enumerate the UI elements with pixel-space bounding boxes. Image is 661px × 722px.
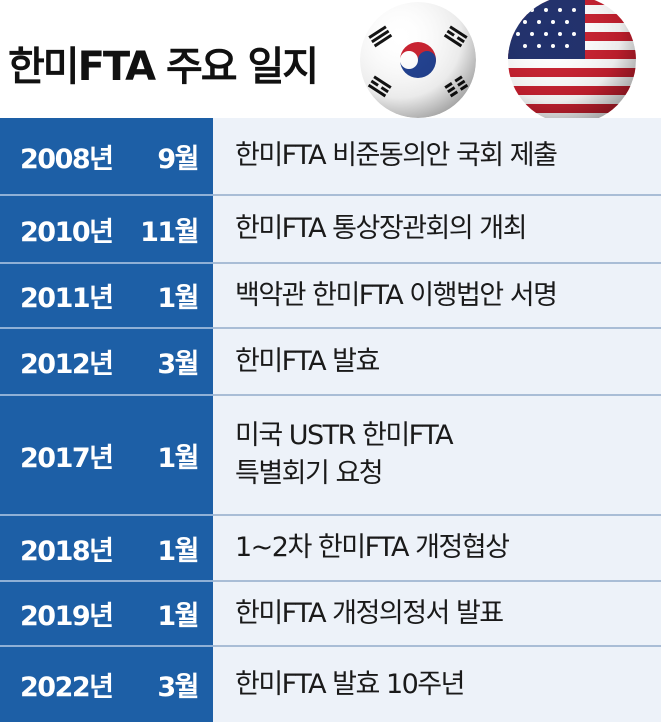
- event-line: 한미FTA 발효: [235, 345, 380, 377]
- month: 1월: [157, 535, 199, 567]
- title: 한미FTA 주요 일지: [8, 44, 319, 90]
- event-line: 특별회기 요청: [235, 458, 384, 489]
- event-line: 백악관 한미FTA 이행법안 서명: [235, 279, 558, 311]
- date-cell: 2011년 1월: [0, 264, 213, 329]
- event-cell: 백악관 한미FTA 이행법안 서명: [213, 264, 661, 327]
- event-cell: 한미FTA 통상장관회의 개최: [213, 196, 661, 262]
- year: 2018년: [20, 535, 114, 567]
- table-row: 2018년 1월 1~2차 한미FTA 개정협상: [0, 516, 661, 582]
- year: 2008년: [20, 143, 114, 175]
- month: 1월: [157, 442, 199, 474]
- month: 11월: [140, 216, 199, 248]
- date-cell: 2008년 9월: [0, 118, 213, 196]
- month: 3월: [157, 672, 199, 703]
- table-row: 2019년 1월 한미FTA 개정의정서 발표: [0, 582, 661, 647]
- event-cell: 미국 USTR 한미FTA 특별회기 요청: [213, 396, 661, 514]
- month: 1월: [157, 283, 199, 314]
- year: 2010년: [20, 216, 114, 248]
- event-cell: 한미FTA 비준동의안 국회 제출: [213, 118, 661, 194]
- year: 2011년: [20, 283, 114, 314]
- year: 2019년: [20, 601, 114, 632]
- event-line: 한미FTA 개정의정서 발표: [235, 597, 504, 629]
- table-row: 2017년 1월 미국 USTR 한미FTA 특별회기 요청: [0, 396, 661, 516]
- month: 3월: [157, 349, 199, 380]
- date-cell: 2012년 3월: [0, 329, 213, 396]
- year: 2012년: [20, 349, 114, 380]
- event-line: 한미FTA 통상장관회의 개최: [235, 213, 528, 244]
- date-cell: 2022년 3월: [0, 647, 213, 722]
- table-row: 2010년 11월 한미FTA 통상장관회의 개최: [0, 196, 661, 264]
- event-line: 한미FTA 비준동의안 국회 제출: [235, 140, 558, 171]
- event-line: 1~2차 한미FTA 개정협상: [235, 532, 510, 563]
- table-row: 2008년 9월 한미FTA 비준동의안 국회 제출: [0, 118, 661, 196]
- date-cell: 2010년 11월: [0, 196, 213, 264]
- month: 1월: [157, 601, 199, 632]
- table-row: 2011년 1월 백악관 한미FTA 이행법안 서명: [0, 264, 661, 329]
- month: 9월: [157, 143, 199, 175]
- event-cell: 1~2차 한미FTA 개정협상: [213, 516, 661, 580]
- table-row: 2012년 3월 한미FTA 발효: [0, 329, 661, 396]
- date-cell: 2018년 1월: [0, 516, 213, 582]
- event-line: 미국 USTR 한미FTA: [235, 420, 454, 451]
- year: 2022년: [20, 672, 114, 703]
- date-cell: 2019년 1월: [0, 582, 213, 647]
- date-cell: 2017년 1월: [0, 396, 213, 516]
- event-cell: 한미FTA 개정의정서 발표: [213, 582, 661, 645]
- year: 2017년: [20, 442, 114, 474]
- event-cell: 한미FTA 발효 10주년: [213, 647, 661, 722]
- flags: [360, 0, 636, 118]
- table-row: 2022년 3월 한미FTA 발효 10주년: [0, 647, 661, 722]
- event-line: 한미FTA 발효 10주년: [235, 668, 465, 700]
- event-cell: 한미FTA 발효: [213, 329, 661, 394]
- timeline-table: 2008년 9월 한미FTA 비준동의안 국회 제출 2010년 11월 한미FTA 통상…: [0, 118, 661, 722]
